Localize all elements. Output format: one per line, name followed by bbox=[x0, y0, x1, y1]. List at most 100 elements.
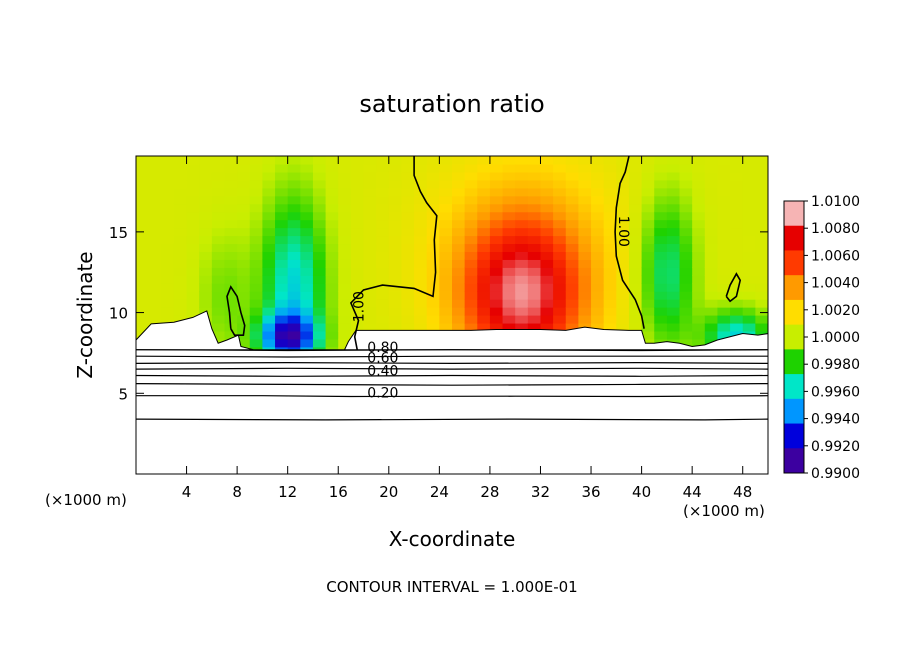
field-cell bbox=[527, 291, 542, 300]
field-cell bbox=[414, 156, 428, 165]
field-cell bbox=[439, 322, 453, 332]
field-cell bbox=[224, 195, 238, 205]
field-cell bbox=[312, 299, 327, 308]
field-cell bbox=[211, 275, 226, 284]
field-cell bbox=[603, 163, 617, 173]
field-cell bbox=[489, 267, 504, 276]
field-cell bbox=[401, 203, 415, 213]
field-cell bbox=[376, 227, 390, 237]
field-cell bbox=[628, 203, 643, 213]
field-cell bbox=[414, 283, 428, 292]
field-cell bbox=[565, 163, 579, 173]
field-cell bbox=[237, 307, 251, 316]
field-cell bbox=[414, 267, 428, 276]
field-cell bbox=[742, 163, 756, 173]
field-cell bbox=[654, 315, 668, 324]
field-cell bbox=[262, 330, 276, 340]
field-cell bbox=[603, 251, 617, 260]
field-cell bbox=[704, 163, 719, 173]
field-cell bbox=[224, 156, 238, 165]
field-cell bbox=[161, 211, 175, 221]
field-cell bbox=[287, 275, 301, 284]
field-cell bbox=[439, 243, 453, 252]
field-cell bbox=[742, 187, 756, 197]
field-cell bbox=[199, 243, 213, 252]
field-cell bbox=[527, 267, 542, 276]
field-cell bbox=[186, 243, 200, 252]
field-cell bbox=[287, 187, 301, 197]
field-cell bbox=[717, 235, 731, 245]
field-cell bbox=[641, 315, 655, 324]
field-cell bbox=[591, 243, 605, 252]
colorbar-swatch bbox=[784, 201, 804, 227]
field-cell bbox=[325, 156, 339, 165]
field-cell bbox=[679, 203, 693, 213]
field-cell bbox=[173, 315, 188, 324]
field-cell bbox=[224, 179, 238, 189]
colorbar-tick-label: 0.9960 bbox=[811, 384, 860, 400]
field-cell bbox=[148, 291, 162, 300]
field-cell bbox=[704, 243, 719, 252]
field-cell bbox=[641, 299, 655, 308]
field-cell bbox=[426, 171, 440, 181]
field-cell bbox=[376, 267, 390, 276]
field-cell bbox=[616, 203, 630, 213]
field-cell bbox=[553, 195, 567, 205]
field-cell bbox=[742, 322, 756, 332]
field-cell bbox=[439, 307, 453, 316]
field-cell bbox=[237, 267, 251, 276]
field-cell bbox=[363, 322, 377, 332]
field-cell bbox=[338, 338, 352, 348]
contour-line bbox=[136, 361, 768, 365]
field-cell bbox=[578, 283, 592, 292]
field-cell bbox=[426, 235, 440, 245]
field-cell bbox=[325, 315, 339, 324]
field-cell bbox=[199, 227, 213, 237]
field-cell bbox=[376, 156, 390, 165]
field-cell bbox=[742, 219, 756, 229]
field-cell bbox=[502, 195, 516, 205]
field-cell bbox=[199, 187, 213, 197]
field-cell bbox=[312, 322, 327, 332]
field-cell bbox=[376, 291, 390, 300]
field-cell bbox=[161, 187, 175, 197]
field-cell bbox=[249, 195, 263, 205]
field-cell bbox=[439, 187, 453, 197]
field-cell bbox=[262, 227, 276, 237]
field-cell bbox=[717, 251, 731, 260]
field-cell bbox=[388, 283, 403, 292]
field-cell bbox=[755, 275, 768, 284]
field-cell bbox=[211, 203, 226, 213]
colorbar-tick-label: 0.9940 bbox=[811, 412, 860, 428]
field-cell bbox=[502, 243, 516, 252]
field-cell bbox=[287, 235, 301, 245]
field-cell bbox=[502, 259, 516, 268]
field-cell bbox=[591, 267, 605, 276]
field-cell bbox=[325, 227, 339, 237]
field-cell bbox=[717, 211, 731, 221]
field-cell bbox=[489, 163, 504, 173]
field-cell bbox=[717, 171, 731, 181]
field-cell bbox=[628, 291, 643, 300]
field-cell bbox=[237, 179, 251, 189]
colorbar-tick-label: 1.0100 bbox=[811, 194, 860, 210]
field-cell bbox=[161, 227, 175, 237]
field-cell bbox=[338, 171, 352, 181]
field-cell bbox=[641, 187, 655, 197]
field-cell bbox=[704, 219, 719, 229]
field-cell bbox=[363, 275, 377, 284]
field-cell bbox=[401, 235, 415, 245]
field-cell bbox=[591, 203, 605, 213]
field-cell bbox=[439, 251, 453, 260]
field-cell bbox=[300, 338, 314, 348]
field-cell bbox=[755, 179, 768, 189]
field-cell bbox=[173, 156, 188, 165]
field-cell bbox=[325, 179, 339, 189]
field-cell bbox=[616, 211, 630, 221]
field-cell bbox=[275, 299, 289, 308]
field-cell bbox=[717, 195, 731, 205]
field-cell bbox=[300, 267, 314, 276]
field-cell bbox=[426, 275, 440, 284]
y-axis-label: Z-coordinate bbox=[73, 251, 97, 378]
field-cell bbox=[692, 283, 706, 292]
